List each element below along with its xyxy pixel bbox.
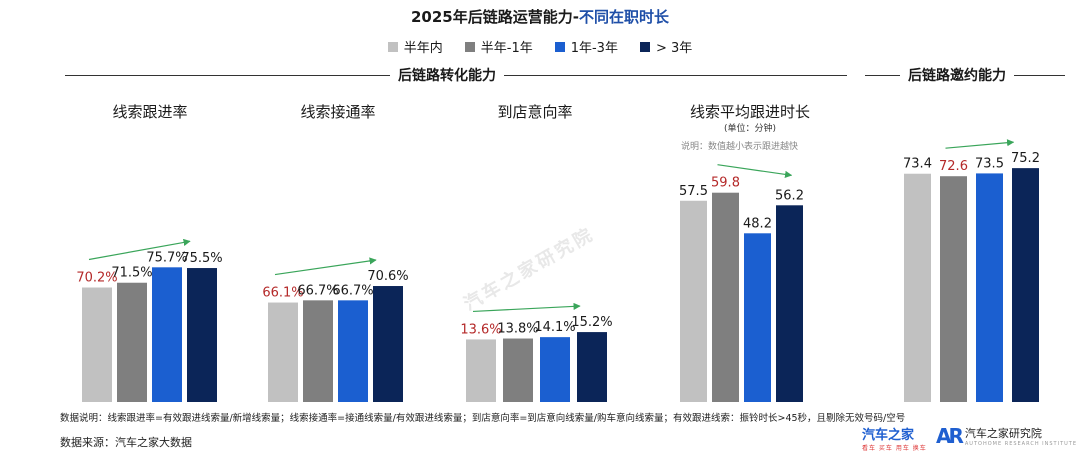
chart-title-connect-rate: 线索接通率 [300,103,376,121]
bar-label-follow-time-0: 57.5 [679,184,708,199]
legend-swatch [387,41,398,52]
lower-better-note: 说明：数值越小表示跟进越快 [681,142,799,152]
legend-label: 半年-1年 [480,41,533,56]
trend-arrow-follow-rate [88,238,191,261]
bar-follow-rate-3 [187,268,217,402]
trend-arrow-visit-rate [472,302,581,313]
research-logo-name: 汽车之家研究院 [964,427,1042,440]
legend-item: 半年-1年 [464,37,533,56]
autohome-logo-text: 汽车之家 [862,428,915,443]
footnote: 数据说明：线索跟进率=有效跟进线索量/新增线索量；线索接通率=接通线索量/有效跟… [60,413,906,424]
trend-arrow-follow-time [717,164,793,178]
bar-visit-rate-3 [577,332,607,402]
bar-connect-rate-0 [268,302,298,402]
bar-label-invite-2: 73.5 [975,156,1004,171]
bar-label-follow-rate-1: 71.5% [111,266,152,281]
chart-title-visit-rate: 到店意向率 [497,103,573,121]
bar-label-follow-rate-0: 70.2% [76,270,117,285]
bar-invite-2 [976,173,1003,402]
bar-label-invite-1: 72.6 [939,159,968,174]
bar-visit-rate-1 [503,338,533,402]
legend-label: 半年内 [403,41,443,56]
bar-label-follow-time-1: 59.8 [711,176,740,191]
bar-label-invite-3: 75.2 [1011,151,1040,166]
bar-connect-rate-2 [338,300,368,402]
legend-item: > 3年 [639,37,693,56]
bar-label-follow-rate-3: 75.5% [181,251,222,266]
title-main: 2025年后链路运营能力- [411,8,579,26]
legend-item: 半年内 [387,37,443,56]
bar-follow-rate-1 [117,282,147,402]
autohome-logo-sub: 看车 买车 用车 换车 [862,445,927,452]
bar-connect-rate-3 [373,286,403,402]
title-accent: 不同在职时长 [578,8,669,26]
bar-follow-time-1 [712,192,739,402]
bar-label-visit-rate-3: 15.2% [571,315,612,330]
bar-connect-rate-1 [303,300,333,402]
bar-label-visit-rate-2: 14.1% [534,320,575,335]
legend-label: > 3年 [655,41,693,56]
legend-swatch [464,41,475,52]
page-title: 2025年后链路运营能力-不同在职时长 [0,6,1080,27]
bar-follow-time-2 [744,233,771,402]
bar-invite-3 [1012,168,1039,402]
bar-label-connect-rate-3: 70.6% [367,269,408,284]
bar-label-connect-rate-1: 66.7% [297,283,338,298]
bar-label-invite-0: 73.4 [903,157,932,172]
bar-label-follow-time-3: 56.2 [775,188,804,203]
trend-arrow-invite [945,139,1015,149]
bar-follow-rate-2 [152,267,182,402]
bar-label-follow-rate-2: 75.7% [146,250,187,265]
bar-label-connect-rate-0: 66.1% [262,286,303,301]
bar-label-visit-rate-0: 13.6% [460,322,501,337]
chart-title-follow-rate: 线索跟进率 [112,103,188,121]
research-logo-text: 汽车之家研究院 AUTOHOME RESEARCH INSTITUTE [965,425,1077,447]
bar-follow-time-0 [680,200,707,402]
trend-arrow-connect-rate [274,257,377,276]
bar-visit-rate-2 [540,337,570,402]
research-institute-logo: AR 汽车之家研究院 AUTOHOME RESEARCH INSTITUTE [936,424,1077,448]
legend-label: 1年-3年 [570,41,618,56]
bar-label-connect-rate-2: 66.7% [332,283,373,298]
section-label-invitation: 后链路邀约能力 [900,65,1014,85]
chart-title-follow-time: 线索平均跟进时长 [689,103,810,121]
bar-invite-1 [940,176,967,402]
data-source: 数据来源：汽车之家大数据 [60,436,192,449]
bar-label-visit-rate-1: 13.8% [497,322,538,337]
research-logo-sub: AUTOHOME RESEARCH INSTITUTE [964,441,1078,447]
legend-item: 1年-3年 [554,37,618,56]
bar-invite-0 [904,173,931,402]
bar-follow-rate-0 [82,287,112,402]
unit-note: (单位：分钟) [723,124,777,134]
bar-visit-rate-0 [466,339,496,402]
section-label-conversion: 后链路转化能力 [390,65,504,85]
legend-swatch [554,41,565,52]
legend-swatch [639,41,650,52]
autohome-logo: 汽车之家 看车 买车 用车 换车 [862,424,927,452]
bar-follow-time-3 [776,205,803,402]
bar-label-follow-time-2: 48.2 [743,216,772,231]
legend: 半年内 半年-1年 1年-3年 > 3年 [0,37,1080,56]
research-logo-mark: AR [936,424,964,448]
